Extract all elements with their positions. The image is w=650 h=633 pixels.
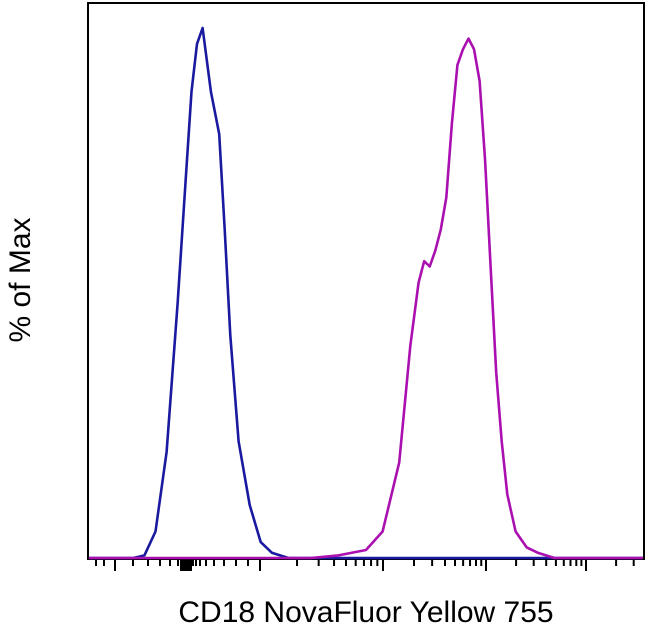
plot-frame bbox=[87, 2, 645, 560]
series-line-2 bbox=[89, 37, 643, 560]
series-layer bbox=[89, 26, 643, 560]
x-axis-ticks bbox=[95, 559, 635, 571]
y-axis-label: % of Max bbox=[4, 217, 37, 342]
series-line-1 bbox=[89, 26, 643, 560]
x-axis-label: CD18 NovaFluor Yellow 755 bbox=[178, 596, 553, 629]
plot-area bbox=[87, 2, 645, 571]
